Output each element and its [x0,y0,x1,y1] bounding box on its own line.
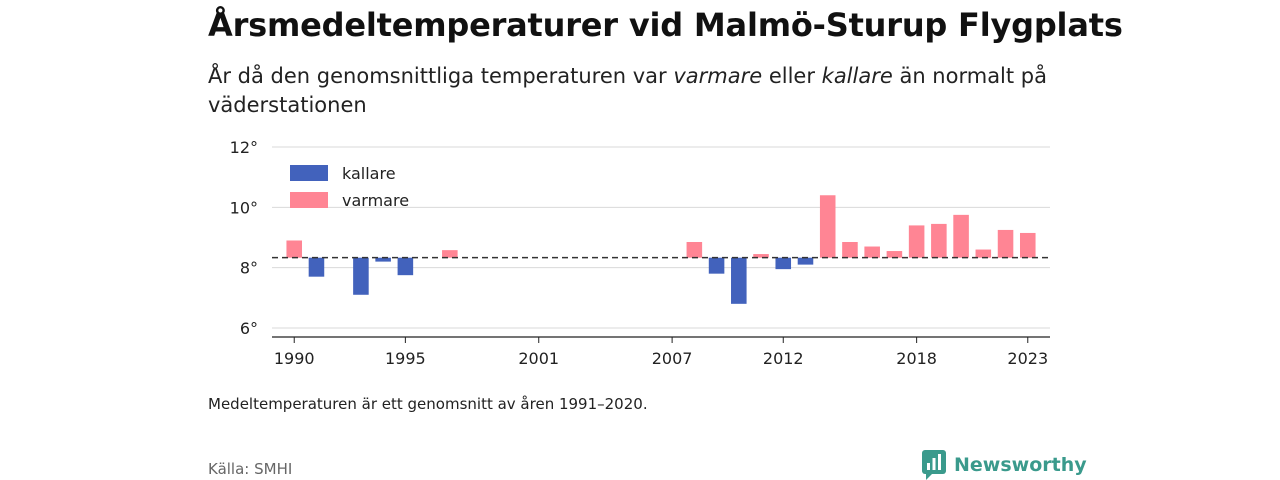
x-tick-label: 2023 [1007,349,1048,368]
newsworthy-logo[interactable]: Newsworthy [922,450,1087,480]
bar-2011 [753,254,769,258]
chart-note: Medeltemperaturen är ett genomsnitt av å… [208,395,648,413]
x-tick-label: 1995 [385,349,426,368]
x-tick-label: 2018 [896,349,937,368]
bar-2020 [953,214,969,258]
bar-2009 [708,257,725,274]
bar-1993 [353,257,369,295]
bar-2018 [908,225,925,258]
x-tick-label: 2007 [652,349,693,368]
bar-2008 [686,242,703,258]
y-tick-label: 6° [240,319,258,338]
bar-2012 [775,257,792,270]
subtitle-warm-word: varmare [673,64,763,88]
bar-2013 [797,257,814,265]
bar-2022 [997,229,1014,258]
y-tick-label: 8° [240,259,258,278]
bar-2021 [975,249,992,258]
chart-title: Årsmedeltemperaturer vid Malmö-Sturup Fl… [208,6,1123,44]
legend-swatch-cold [290,165,328,181]
chart-icon [922,450,946,480]
x-tick-label: 1990 [274,349,315,368]
bar-1997 [442,250,458,258]
x-tick-label: 2001 [518,349,559,368]
bar-1991 [308,257,325,277]
temperature-bar-chart: 6° 8° 10° 12° 1990 1995 2001 2007 2012 2018 2023 ka… [230,138,1050,368]
bar-2023 [1019,232,1036,258]
subtitle-text-2: eller [762,64,822,88]
bar-1990 [286,240,303,258]
subtitle-text-1: År då den genomsnittliga temperaturen va… [208,64,674,88]
x-tick-label: 2012 [763,349,804,368]
legend-swatch-warm [290,192,328,208]
y-tick-label: 12° [230,138,258,157]
y-tick-label: 10° [230,198,258,217]
bar-2015 [842,242,858,258]
bar-2016 [864,246,880,258]
subtitle-text-3: än normalt på väderstationen [208,64,1047,117]
bar-2014 [819,195,836,258]
bar-2010 [731,257,747,304]
bar-2019 [931,223,947,258]
bar-1994 [375,257,391,262]
chart-subtitle: År då den genomsnittliga temperaturen va… [208,62,1068,120]
brand-name: Newsworthy [954,454,1087,476]
legend-label-cold: kallare [342,164,396,183]
bar-2017 [886,251,903,258]
subtitle-cold-word: kallare [821,64,893,88]
bar-1995 [397,257,414,276]
source-label: Källa: SMHI [208,460,293,478]
legend-label-warm: varmare [342,191,409,210]
